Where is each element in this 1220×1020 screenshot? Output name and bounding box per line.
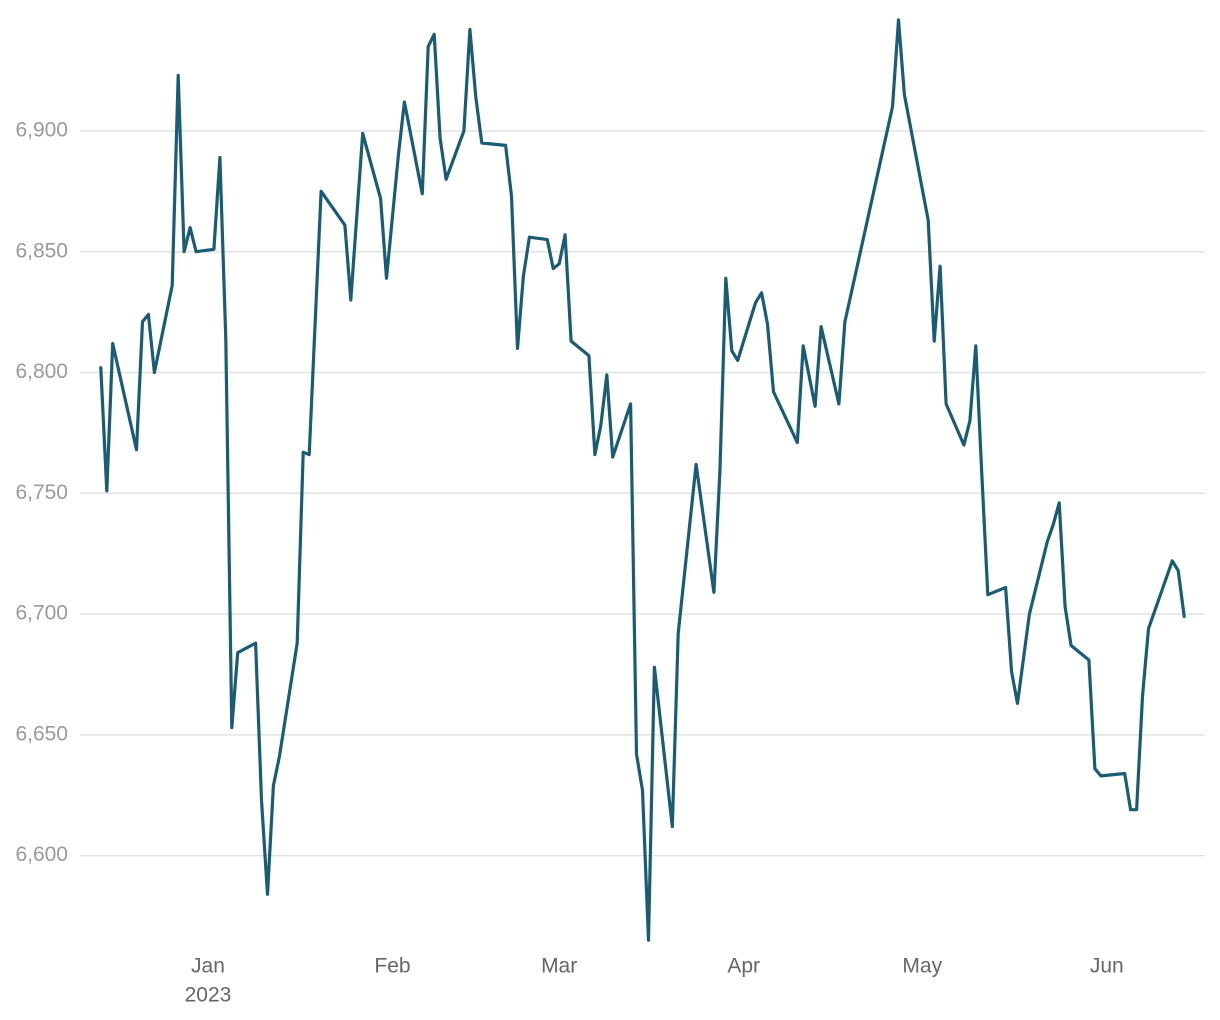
x-tick-label: Jan (191, 955, 225, 978)
x-tick-label: Mar (541, 955, 577, 978)
y-tick-label: 6,900 (15, 118, 68, 141)
y-tick-label: 6,650 (15, 722, 68, 745)
y-tick-label: 6,850 (15, 239, 68, 262)
x-tick-label: Apr (727, 955, 760, 978)
line-series (99, 18, 1186, 942)
x-tick-label: Feb (374, 955, 410, 978)
y-tick-label: 6,700 (15, 602, 68, 625)
y-tick-label: 6,600 (15, 843, 68, 866)
x-tick-label: Jun (1090, 955, 1124, 978)
x-tick-label: May (902, 955, 942, 978)
x-tick-sublabel: 2023 (185, 984, 232, 1007)
y-tick-label: 6,750 (15, 481, 68, 504)
y-tick-label: 6,800 (15, 360, 68, 383)
